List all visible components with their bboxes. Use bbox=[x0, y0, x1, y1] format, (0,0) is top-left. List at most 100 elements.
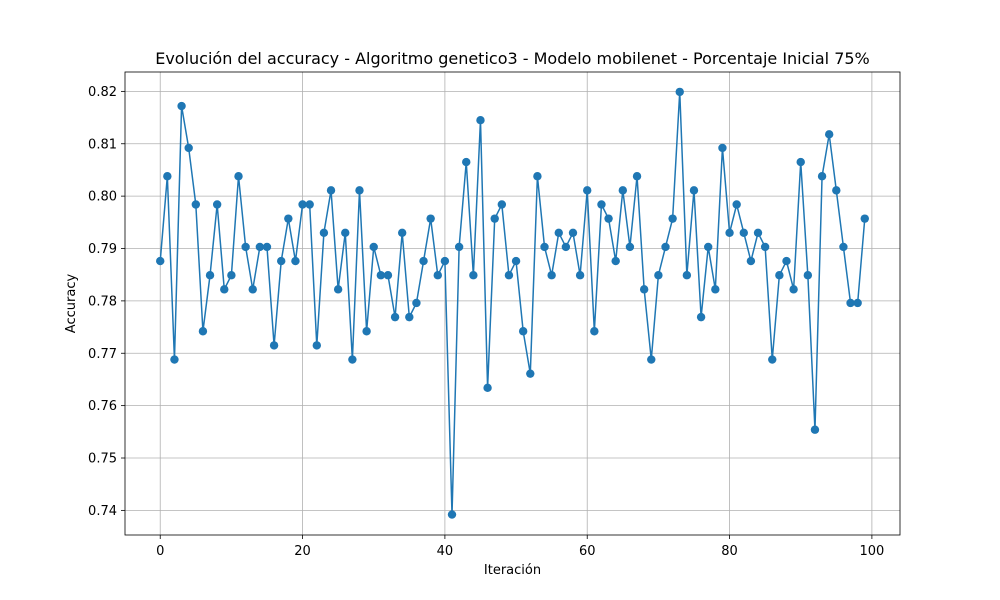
data-point bbox=[326, 186, 336, 195]
data-point bbox=[212, 200, 222, 209]
data-point bbox=[597, 200, 606, 209]
x-tick-label: 0 bbox=[156, 544, 164, 559]
data-point bbox=[704, 242, 713, 252]
data-point bbox=[397, 228, 407, 237]
data-point bbox=[711, 285, 720, 294]
data-point bbox=[732, 200, 741, 209]
x-tick-label: 60 bbox=[579, 544, 596, 559]
chart-title: Evolución del accuracy - Algoritmo genet… bbox=[155, 49, 870, 68]
data-point bbox=[668, 214, 677, 223]
data-point bbox=[376, 271, 386, 280]
data-point bbox=[625, 242, 635, 252]
data-point bbox=[170, 355, 179, 364]
y-tick-label: 0.81 bbox=[88, 137, 117, 152]
data-point bbox=[241, 242, 250, 252]
data-point bbox=[768, 355, 777, 364]
grid-layer bbox=[125, 72, 900, 535]
data-point bbox=[526, 369, 535, 378]
data-point bbox=[341, 228, 350, 237]
data-point bbox=[234, 172, 243, 181]
data-point bbox=[654, 271, 663, 280]
data-point bbox=[810, 425, 820, 434]
data-point bbox=[476, 115, 485, 125]
data-point bbox=[433, 271, 442, 280]
data-point bbox=[846, 298, 855, 308]
data-point bbox=[803, 271, 813, 280]
data-point bbox=[163, 172, 172, 181]
data-point bbox=[355, 186, 364, 195]
y-tick-label: 0.79 bbox=[88, 242, 117, 257]
data-point bbox=[796, 157, 805, 167]
data-point bbox=[753, 228, 763, 237]
data-point bbox=[675, 87, 684, 97]
data-point bbox=[383, 271, 393, 280]
data-point bbox=[639, 285, 649, 294]
tick-layer: 0 20 40 60 80 100 0.74 0.75 0.76 0.77 0.78 0.79 0.80… bbox=[88, 85, 884, 559]
data-point bbox=[604, 214, 613, 223]
y-tick-label: 0.77 bbox=[88, 347, 117, 362]
data-point bbox=[718, 143, 727, 153]
series-line bbox=[159, 91, 866, 516]
data-point bbox=[454, 242, 464, 252]
data-point bbox=[789, 285, 798, 294]
data-point bbox=[312, 341, 321, 350]
data-point bbox=[547, 271, 556, 280]
data-point bbox=[262, 242, 272, 252]
data-point bbox=[511, 256, 521, 266]
data-point bbox=[782, 256, 791, 266]
data-point bbox=[661, 242, 670, 252]
y-tick-label: 0.76 bbox=[88, 399, 117, 414]
data-point bbox=[824, 130, 834, 139]
data-point bbox=[682, 271, 692, 280]
x-tick-label: 80 bbox=[721, 544, 738, 559]
data-point bbox=[469, 271, 478, 280]
data-point bbox=[739, 228, 748, 237]
data-point bbox=[853, 298, 862, 308]
data-point bbox=[817, 172, 827, 181]
data-point bbox=[647, 355, 656, 364]
data-point bbox=[248, 285, 257, 294]
data-point bbox=[832, 186, 841, 195]
data-point bbox=[255, 242, 265, 252]
data-point bbox=[583, 186, 592, 195]
data-point bbox=[390, 312, 400, 322]
data-point bbox=[568, 228, 578, 237]
y-axis-label: Accuracy bbox=[64, 274, 79, 334]
x-tick-label: 20 bbox=[294, 544, 311, 559]
data-point bbox=[775, 271, 784, 280]
data-point bbox=[156, 256, 165, 266]
data-point bbox=[689, 186, 699, 195]
data-point bbox=[369, 242, 378, 252]
y-tick-label: 0.80 bbox=[88, 190, 117, 205]
x-tick-label: 40 bbox=[437, 544, 454, 559]
data-point bbox=[533, 172, 542, 181]
data-point bbox=[554, 228, 563, 237]
data-point bbox=[504, 271, 514, 280]
y-tick-label: 0.74 bbox=[88, 504, 117, 519]
data-point bbox=[575, 271, 585, 280]
data-point bbox=[348, 355, 357, 364]
data-point bbox=[760, 242, 770, 252]
data-point bbox=[618, 186, 628, 195]
data-point bbox=[447, 510, 457, 519]
series-layer bbox=[156, 87, 869, 519]
data-point bbox=[220, 285, 229, 294]
x-tick-label: 100 bbox=[859, 544, 884, 559]
data-point bbox=[191, 200, 201, 209]
data-point bbox=[319, 228, 329, 237]
data-point bbox=[497, 200, 507, 209]
data-point bbox=[198, 327, 208, 336]
data-point bbox=[277, 256, 286, 266]
data-point bbox=[305, 200, 314, 209]
data-point bbox=[561, 242, 571, 252]
data-point bbox=[269, 341, 279, 350]
x-axis-label: Iteración bbox=[484, 563, 541, 578]
data-point bbox=[725, 228, 734, 237]
data-point bbox=[362, 327, 371, 336]
data-point bbox=[860, 214, 869, 223]
data-point bbox=[490, 214, 499, 223]
data-point bbox=[540, 242, 549, 252]
plot-frame bbox=[124, 71, 901, 536]
